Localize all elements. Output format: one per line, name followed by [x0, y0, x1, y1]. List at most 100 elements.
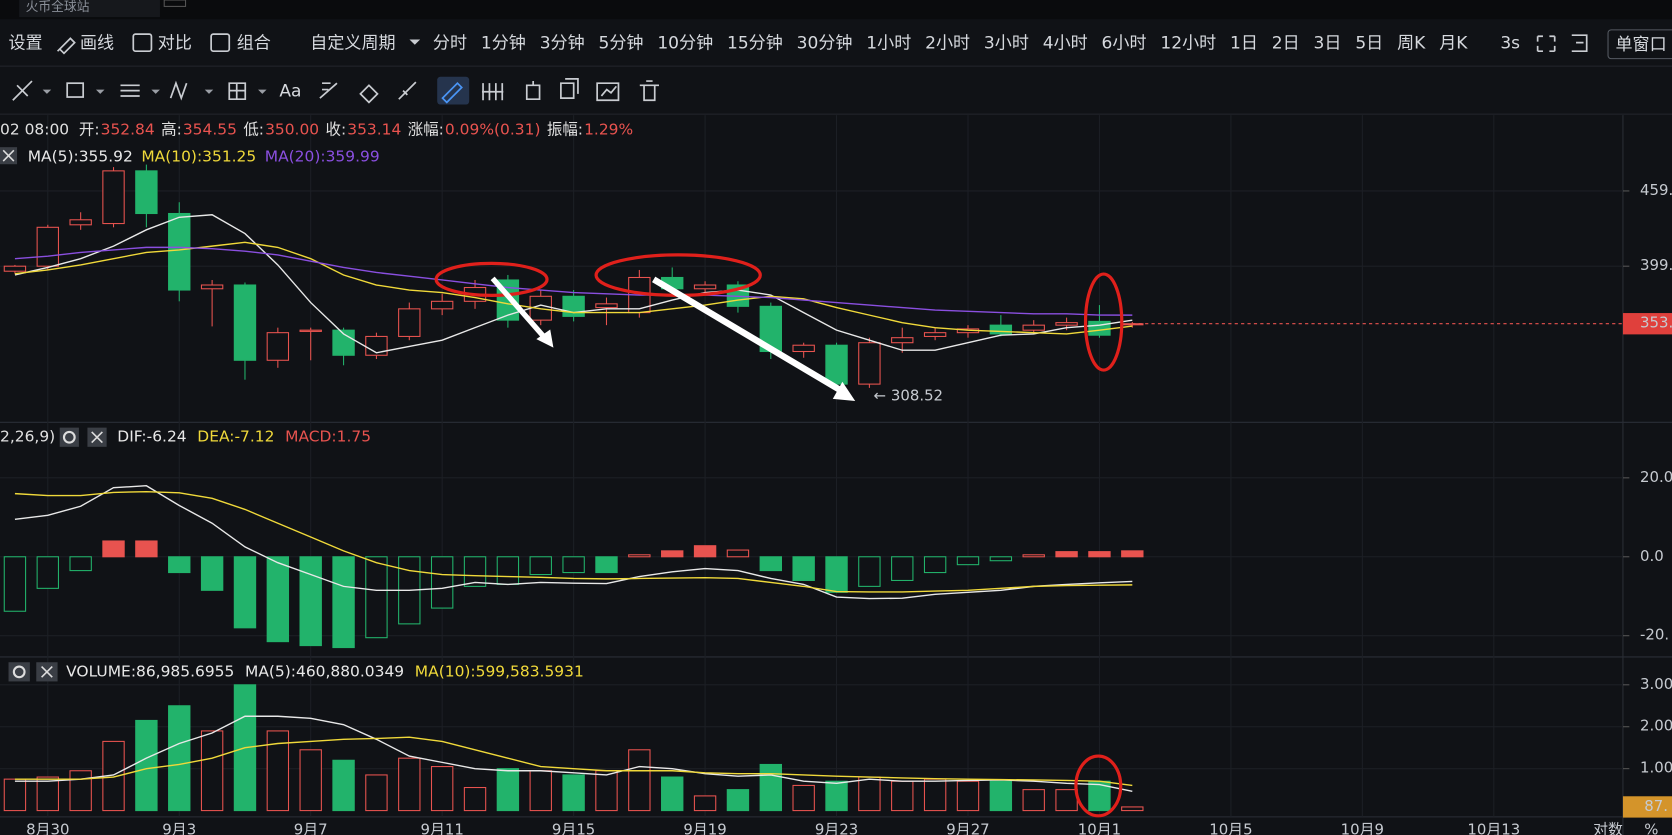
period-button[interactable]: 5日: [1355, 34, 1383, 54]
x-tick-label: 10月5: [1209, 821, 1252, 835]
dropdown[interactable]: [95, 89, 105, 94]
period-button[interactable]: 4小时: [1043, 34, 1088, 54]
period-button[interactable]: 3小时: [984, 34, 1029, 54]
period-button[interactable]: 30分钟: [797, 34, 853, 54]
period-button[interactable]: 分时: [433, 34, 467, 54]
macd-bar: [200, 556, 224, 591]
dropdown[interactable]: [151, 89, 160, 94]
period-button[interactable]: 15分钟: [727, 34, 783, 54]
percent-toggle[interactable]: %: [1644, 821, 1658, 835]
highlight-circle: [434, 261, 549, 297]
dropdown[interactable]: [204, 89, 214, 94]
macd-bar: [135, 540, 158, 558]
dropdown[interactable]: [258, 89, 267, 94]
candle-body: [102, 170, 125, 225]
draw-toggle[interactable]: [437, 76, 470, 105]
candle-body: [923, 332, 947, 337]
period-button[interactable]: 5分钟: [599, 34, 644, 54]
close-icon[interactable]: [91, 431, 103, 444]
magnet-tool[interactable]: [359, 84, 379, 104]
volume-bar: [332, 759, 355, 812]
toolbar-button[interactable]: 对比: [158, 34, 192, 54]
copy-tool[interactable]: [560, 78, 579, 99]
indicator-legend: VOLUME:86,985.6955: [66, 662, 234, 680]
gear-icon[interactable]: [12, 665, 26, 679]
measure-tool[interactable]: [228, 82, 247, 101]
window-button[interactable]: [1607, 29, 1672, 60]
candle-body: [36, 226, 59, 267]
period-button[interactable]: 2小时: [925, 34, 970, 54]
draw-icon[interactable]: [441, 81, 463, 104]
dropdown[interactable]: [42, 89, 52, 94]
macd-bar: [989, 556, 1013, 562]
period-button[interactable]: 1小时: [866, 34, 911, 54]
toolbar-button[interactable]: 组合: [237, 34, 271, 54]
price-tag-bg: [1622, 313, 1672, 335]
ma-legend: MA(10):351.25: [141, 147, 256, 165]
field-value: 354.55: [183, 121, 237, 139]
delete-tool[interactable]: [639, 80, 659, 102]
toolbar-button[interactable]: 设置: [9, 34, 43, 54]
settings-button[interactable]: [8, 662, 30, 682]
macd-bar: [726, 549, 750, 558]
fullscreen-icon[interactable]: [1536, 35, 1556, 53]
period-button[interactable]: 3日: [1314, 34, 1342, 54]
price-tag: 353.: [1640, 314, 1672, 332]
rect-tool[interactable]: [66, 82, 85, 98]
period-button[interactable]: 月K: [1439, 34, 1468, 54]
macd-bar: [595, 556, 618, 574]
gear-icon[interactable]: [62, 430, 76, 444]
wave-tool[interactable]: [169, 80, 188, 101]
macd-bar: [365, 556, 388, 639]
macd-bar: [1121, 550, 1144, 558]
period-menu[interactable]: 自定义周期: [310, 34, 395, 54]
popout-icon[interactable]: [1571, 34, 1588, 53]
window-mode[interactable]: 单窗口: [1615, 35, 1666, 55]
period-button[interactable]: 6小时: [1102, 34, 1147, 54]
indicator-legend: MA(5):460,880.0349: [245, 662, 404, 680]
volume-ma10: [14, 736, 1133, 787]
period-button[interactable]: 12小时: [1160, 34, 1216, 54]
macd-bar: [1088, 551, 1111, 558]
dropdown[interactable]: [409, 39, 421, 45]
tab[interactable]: [19, 0, 160, 18]
period-button[interactable]: 1分钟: [481, 34, 526, 54]
macd-bar: [628, 554, 651, 558]
lock-tool[interactable]: [525, 81, 541, 101]
y-tick-label: 0.0: [1640, 547, 1664, 565]
volume-bar: [726, 789, 750, 812]
toolbar-button[interactable]: 画线: [80, 34, 114, 54]
settings-button[interactable]: [59, 427, 79, 447]
x-tick-label: 9月23: [815, 821, 858, 835]
fib-tool[interactable]: [481, 83, 504, 101]
compare-icon[interactable]: [132, 33, 153, 53]
macd-bar: [69, 556, 92, 572]
period-button[interactable]: 2日: [1272, 34, 1300, 54]
ruler-tool[interactable]: [398, 81, 417, 100]
volume-bar: [1022, 789, 1045, 812]
text-tool[interactable]: Aa: [279, 82, 301, 102]
period-button[interactable]: 10分钟: [657, 34, 713, 54]
tab-title[interactable]: 火币全球站: [26, 0, 90, 15]
volume-bar: [36, 776, 59, 812]
volume-bar: [661, 776, 684, 812]
period-button[interactable]: 3分钟: [540, 34, 585, 54]
pen-icon[interactable]: [56, 37, 76, 55]
channel-tool[interactable]: [120, 84, 140, 97]
new-tab[interactable]: [163, 0, 187, 7]
period-button[interactable]: 周K: [1397, 34, 1426, 54]
field-label: 高:: [161, 121, 182, 139]
close-icon[interactable]: [2, 149, 15, 162]
chart-tool[interactable]: [596, 82, 620, 102]
candle-body: [891, 337, 914, 344]
close-icon[interactable]: [41, 665, 53, 678]
arrow: [490, 276, 548, 341]
combo-icon[interactable]: [210, 33, 231, 53]
volume-bar: [200, 730, 224, 812]
refresh-interval[interactable]: 3s: [1500, 34, 1520, 54]
log-toggle[interactable]: 对数: [1593, 821, 1623, 835]
note-tool[interactable]: [319, 82, 338, 99]
line-tool[interactable]: [12, 80, 33, 101]
macd-bar: [759, 556, 783, 572]
period-button[interactable]: 1日: [1230, 34, 1258, 54]
